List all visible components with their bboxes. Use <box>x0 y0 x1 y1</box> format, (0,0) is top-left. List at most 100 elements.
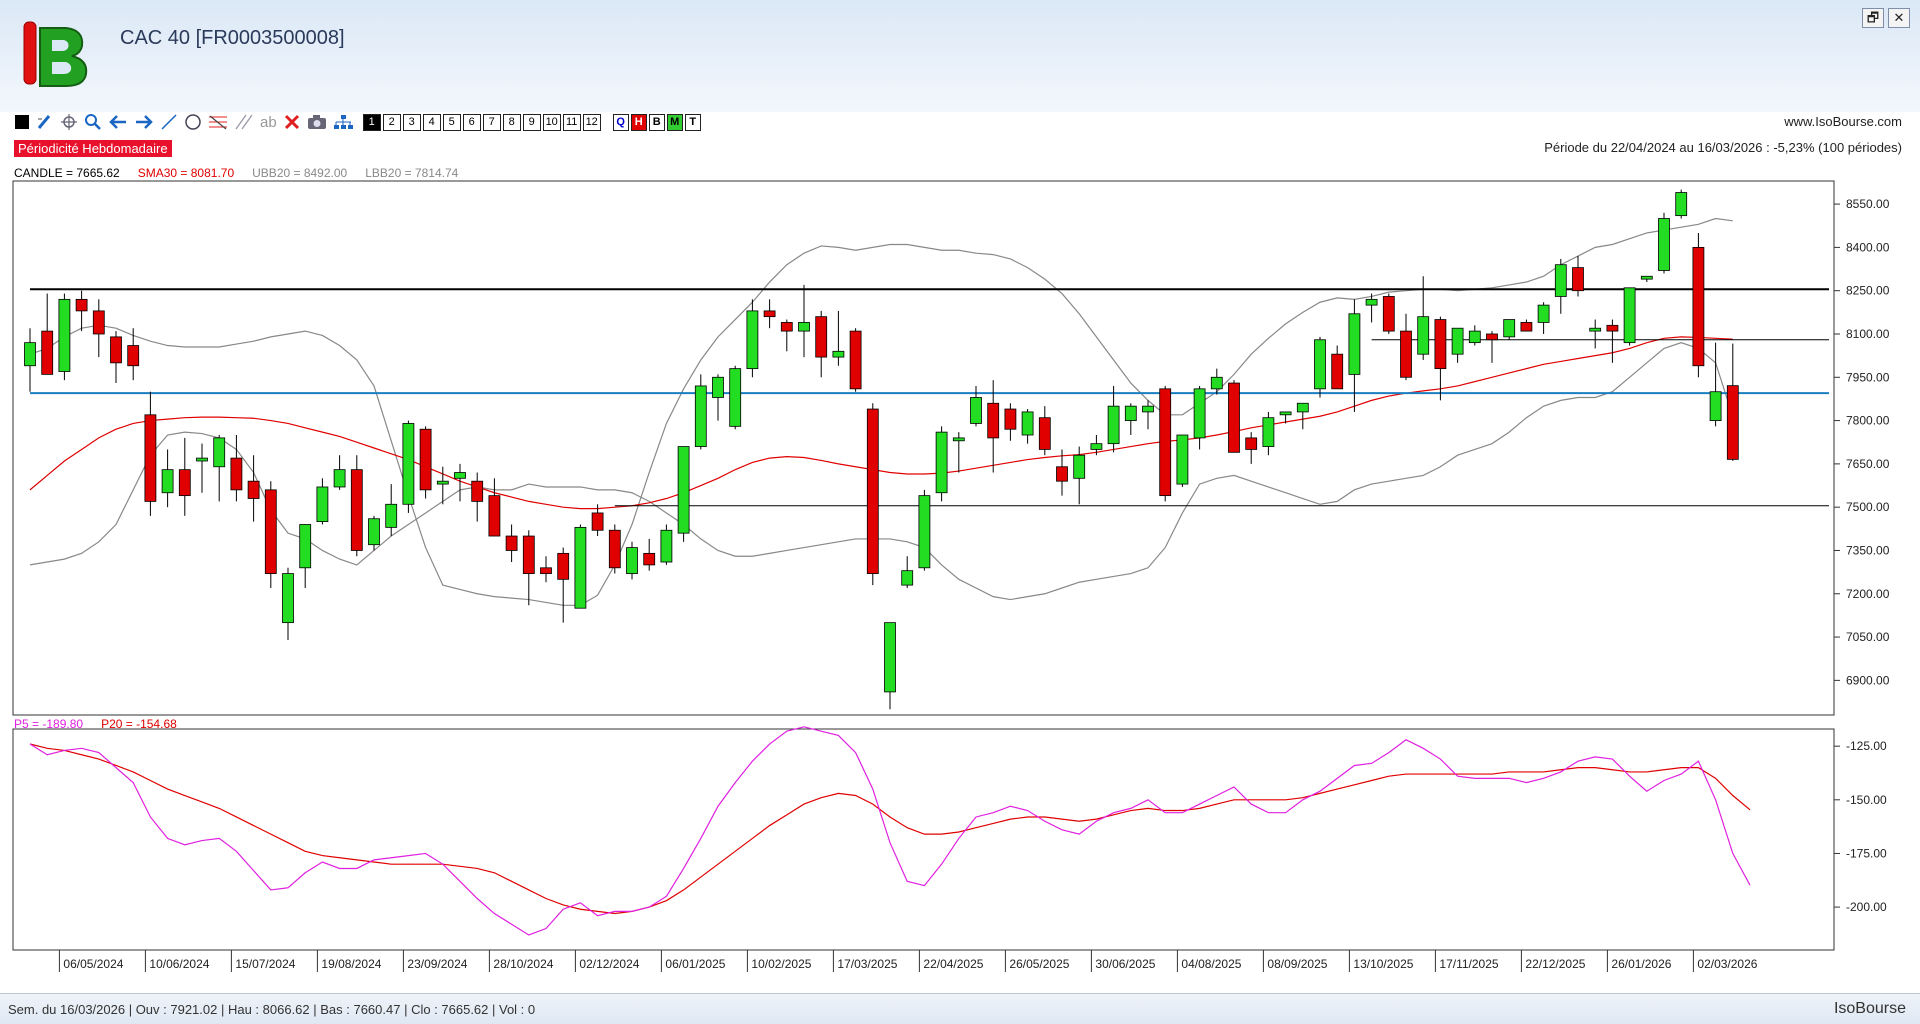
site-link[interactable]: www.IsoBourse.com <box>1784 114 1902 129</box>
restore-button[interactable]: 🗗 <box>1862 8 1884 28</box>
indicator-button-3[interactable]: 3 <box>402 113 421 131</box>
candle-body <box>1142 405 1154 413</box>
indicator-button-8[interactable]: 8 <box>502 113 521 131</box>
candle-body <box>1400 330 1412 378</box>
candle-body <box>1589 327 1602 332</box>
arrow-right-icon[interactable] <box>134 112 154 132</box>
candle-body <box>1176 434 1189 485</box>
candle-body <box>557 552 570 580</box>
main-panel-frame <box>12 180 1835 716</box>
candle-body <box>591 512 604 531</box>
osc-y-tick-label: -200.00 <box>1846 900 1887 914</box>
channel-tool-icon[interactable] <box>234 112 254 132</box>
candle-body <box>1640 275 1653 280</box>
isobourse-logo <box>22 18 92 95</box>
window-title: CAC 40 [FR0003500008] <box>120 27 345 49</box>
delete-icon[interactable] <box>283 112 301 132</box>
candle-body <box>574 526 587 609</box>
candle-body <box>1004 408 1017 430</box>
indicator-button-5[interactable]: 5 <box>442 113 461 131</box>
y-tick-label: 7200.00 <box>1846 587 1890 601</box>
candle-body <box>110 336 122 364</box>
candle-body <box>402 423 415 505</box>
line-tool-icon[interactable] <box>160 112 178 132</box>
y-tick-label: 7650.00 <box>1846 457 1890 471</box>
candle-body <box>677 446 690 534</box>
draw-tool-icon[interactable] <box>36 112 54 132</box>
period-button-h[interactable]: H <box>630 113 647 131</box>
indicator-button-4[interactable]: 4 <box>422 113 441 131</box>
period-button-t[interactable]: T <box>684 113 701 131</box>
x-tick-label: 10/06/2024 <box>149 957 209 971</box>
y-tick-label: 7500.00 <box>1846 500 1890 514</box>
indicator-button-11[interactable]: 11 <box>562 113 581 131</box>
x-tick-label: 04/08/2025 <box>1181 957 1241 971</box>
candle-body <box>144 414 157 502</box>
candle-body <box>196 457 208 462</box>
x-tick-label: 17/11/2025 <box>1439 957 1498 971</box>
x-tick-label: 22/12/2025 <box>1525 957 1585 971</box>
candle-body <box>901 570 914 586</box>
candle-body <box>1572 267 1584 292</box>
x-tick-label: 13/10/2025 <box>1353 957 1413 971</box>
legend-entry: UBB20 = 8492.00 <box>252 166 348 180</box>
sma30-line <box>29 336 1733 510</box>
arrow-left-icon[interactable] <box>108 112 128 132</box>
candle-body <box>970 397 982 424</box>
crosshair-icon[interactable] <box>60 112 78 132</box>
candle-body <box>987 402 1000 439</box>
candle-body <box>1692 246 1705 367</box>
candle-body <box>1606 324 1619 332</box>
candle-body <box>1038 417 1051 450</box>
window-header: CAC 40 [FR0003500008] 🗗 ✕ <box>0 0 1920 112</box>
x-tick-label: 06/05/2024 <box>63 957 123 971</box>
close-window-button[interactable]: ✕ <box>1888 8 1910 28</box>
camera-icon[interactable] <box>307 112 327 132</box>
circle-tool-icon[interactable] <box>184 112 202 132</box>
price-chart[interactable]: 6900.00 7050.00 7200.00 7350.00 7500.00 7650.… <box>0 0 1920 993</box>
indicator-button-12[interactable]: 12 <box>582 113 601 131</box>
periodicity-badge: Périodicité Hebdomadaire <box>14 140 172 157</box>
period-summary: Période du 22/04/2024 au 16/03/2026 : -5… <box>1544 140 1902 155</box>
candle-body <box>264 489 277 574</box>
indicator-number-buttons: 1 2 3 4 5 6 7 8 9 10 11 12 <box>362 113 603 131</box>
candle-body <box>1520 322 1533 332</box>
color-square-icon[interactable] <box>14 112 30 132</box>
x-tick-label: 23/09/2024 <box>407 957 467 971</box>
brand-label: IsoBourse <box>1833 1000 1906 1017</box>
candle-body <box>1537 304 1550 323</box>
indicator-button-9[interactable]: 9 <box>522 113 541 131</box>
zoom-icon[interactable] <box>84 112 102 132</box>
candle-body <box>712 376 724 398</box>
indicator-button-6[interactable]: 6 <box>462 113 481 131</box>
x-tick-label: 02/12/2024 <box>579 957 639 971</box>
x-tick-label: 30/06/2025 <box>1095 957 1155 971</box>
hierarchy-icon[interactable] <box>333 112 353 132</box>
indicator-button-1[interactable]: 1 <box>362 113 381 131</box>
indicator-button-2[interactable]: 2 <box>382 113 401 131</box>
candle-body <box>1090 443 1103 450</box>
period-button-b[interactable]: B <box>648 113 665 131</box>
candle-body <box>1417 316 1430 355</box>
upper-bollinger-band <box>29 217 1733 606</box>
candle-body <box>849 330 862 390</box>
osc-y-tick-label: -125.00 <box>1846 739 1887 753</box>
period-button-q[interactable]: Q <box>612 113 629 131</box>
period-button-m[interactable]: M <box>666 113 683 131</box>
indicator-button-10[interactable]: 10 <box>542 113 561 131</box>
candle-body <box>1623 287 1636 344</box>
indicator-button-7[interactable]: 7 <box>482 113 501 131</box>
candle-body <box>522 535 535 574</box>
candle-body <box>1554 264 1567 297</box>
candle-body <box>1331 353 1344 390</box>
x-tick-label: 08/09/2025 <box>1267 957 1327 971</box>
x-tick-label: 02/03/2026 <box>1697 957 1757 971</box>
x-tick-label: 22/04/2025 <box>923 957 983 971</box>
candle-body <box>1365 298 1378 306</box>
fibonacci-icon[interactable] <box>208 112 228 132</box>
candle-body <box>41 330 54 375</box>
status-bar: Sem. du 16/03/2026 | Ouv : 7921.02 | Hau… <box>0 993 1920 1024</box>
text-tool-icon[interactable]: ab <box>260 113 277 131</box>
candle-body <box>1021 411 1034 436</box>
